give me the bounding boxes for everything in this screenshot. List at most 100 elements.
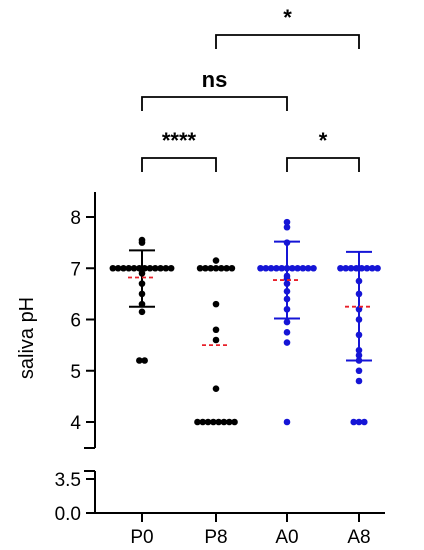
y-tick-label: 6 (70, 311, 81, 332)
data-point-P0 (138, 308, 146, 316)
data-point-P8 (212, 300, 220, 308)
data-point-P0 (136, 357, 143, 364)
significance-brackets: *ns**** * (141, 5, 360, 172)
data-point-A0 (304, 264, 312, 272)
data-point-A8 (350, 418, 358, 426)
data-point-A8 (355, 352, 363, 359)
data-point-A0 (262, 264, 270, 272)
data-point-P8 (194, 418, 201, 426)
data-point-P8 (207, 264, 214, 272)
data-point-P0 (136, 264, 143, 272)
data-point-P0 (167, 264, 175, 272)
data-point-P0 (141, 264, 148, 272)
data-point-A0 (283, 305, 291, 313)
data-point-P8 (204, 418, 212, 426)
data-point-P8 (202, 264, 209, 272)
data-point-A8 (347, 264, 355, 272)
x-tick-label: P0 (130, 527, 153, 548)
axes: 4 5 6 7 8 0.0 3.5 P0 P8 A0 A8 (55, 192, 385, 548)
data-point-A0 (278, 264, 286, 272)
data-point-A8 (337, 264, 344, 272)
data-point-P8 (212, 385, 220, 392)
data-point-A8 (342, 264, 350, 272)
significance-label: * (319, 128, 328, 153)
data-point-P0 (138, 280, 146, 287)
data-point-P0 (141, 357, 148, 364)
data-point-P8 (212, 264, 220, 272)
data-point-A8 (355, 367, 363, 375)
y-tick-label: 3.5 (55, 470, 81, 491)
data-point-P8 (215, 418, 222, 426)
x-tick-label: A8 (347, 527, 370, 548)
data-point-A0 (283, 295, 291, 303)
data-point-A0 (299, 264, 307, 272)
significance-label: ns (202, 67, 228, 92)
data-point-P0 (138, 270, 146, 277)
x-tick-label: P8 (204, 527, 227, 548)
significance-bracket (141, 96, 288, 111)
y-tick-label: 0.0 (55, 504, 81, 525)
significance-label: * (283, 5, 292, 30)
data-point-A8 (353, 264, 360, 272)
data-point-A0 (283, 329, 291, 336)
data-point-P8 (212, 257, 220, 264)
data-point-A0 (283, 339, 291, 346)
y-axis-title: saliva pH (16, 297, 38, 379)
data-point-A0 (283, 264, 291, 272)
x-tick-label: A0 (275, 527, 298, 548)
data-point-A0 (267, 264, 275, 272)
data-point-A8 (363, 264, 371, 272)
significance-label: **** (162, 128, 197, 153)
y-tick-label: 4 (70, 413, 81, 434)
data-point-P8 (196, 264, 204, 272)
data-point-P0 (138, 290, 146, 298)
data-point-P0 (151, 264, 159, 272)
data-point-A8 (355, 316, 363, 323)
data-point-P0 (138, 239, 146, 246)
data-point-P0 (146, 264, 154, 272)
data-point-P8 (228, 264, 236, 272)
data-point-A8 (355, 305, 363, 313)
data-point-A8 (355, 346, 363, 354)
data-point-A8 (358, 264, 365, 272)
significance-bracket (215, 34, 360, 49)
data-point-P0 (138, 300, 146, 308)
data-point-A8 (355, 418, 363, 426)
data-point-A0 (294, 264, 301, 272)
y-tick-label: 5 (70, 362, 81, 383)
data-point-P0 (157, 264, 164, 272)
data-point-A0 (283, 288, 291, 295)
data-point-P0 (120, 264, 127, 272)
y-tick-label: 7 (70, 259, 81, 280)
significance-bracket (286, 157, 360, 172)
data-point-P0 (109, 264, 117, 272)
data-point-A8 (355, 331, 363, 339)
data-point-A0 (283, 239, 291, 246)
data-point-A0 (289, 264, 296, 272)
data-point-A8 (355, 357, 363, 364)
data-point-P0 (125, 264, 133, 272)
data-marks (109, 218, 381, 426)
data-point-A0 (283, 218, 291, 226)
data-point-A0 (257, 264, 264, 272)
data-point-P8 (212, 336, 220, 344)
y-tick-label: 8 (70, 208, 81, 229)
significance-bracket (141, 157, 217, 172)
data-point-P8 (225, 418, 233, 426)
data-point-A8 (361, 418, 368, 426)
data-point-P8 (199, 418, 207, 426)
data-point-P0 (130, 264, 138, 272)
data-point-P8 (218, 264, 225, 272)
data-point-A0 (283, 280, 291, 287)
data-point-P0 (114, 264, 122, 272)
data-point-P8 (220, 418, 228, 426)
data-point-P8 (210, 418, 217, 426)
data-point-A0 (283, 223, 291, 231)
data-point-A8 (355, 290, 363, 298)
data-point-A0 (283, 318, 291, 326)
data-point-A8 (355, 377, 363, 385)
data-point-A8 (368, 264, 376, 272)
data-point-A8 (355, 277, 363, 285)
data-point-P8 (223, 264, 230, 272)
